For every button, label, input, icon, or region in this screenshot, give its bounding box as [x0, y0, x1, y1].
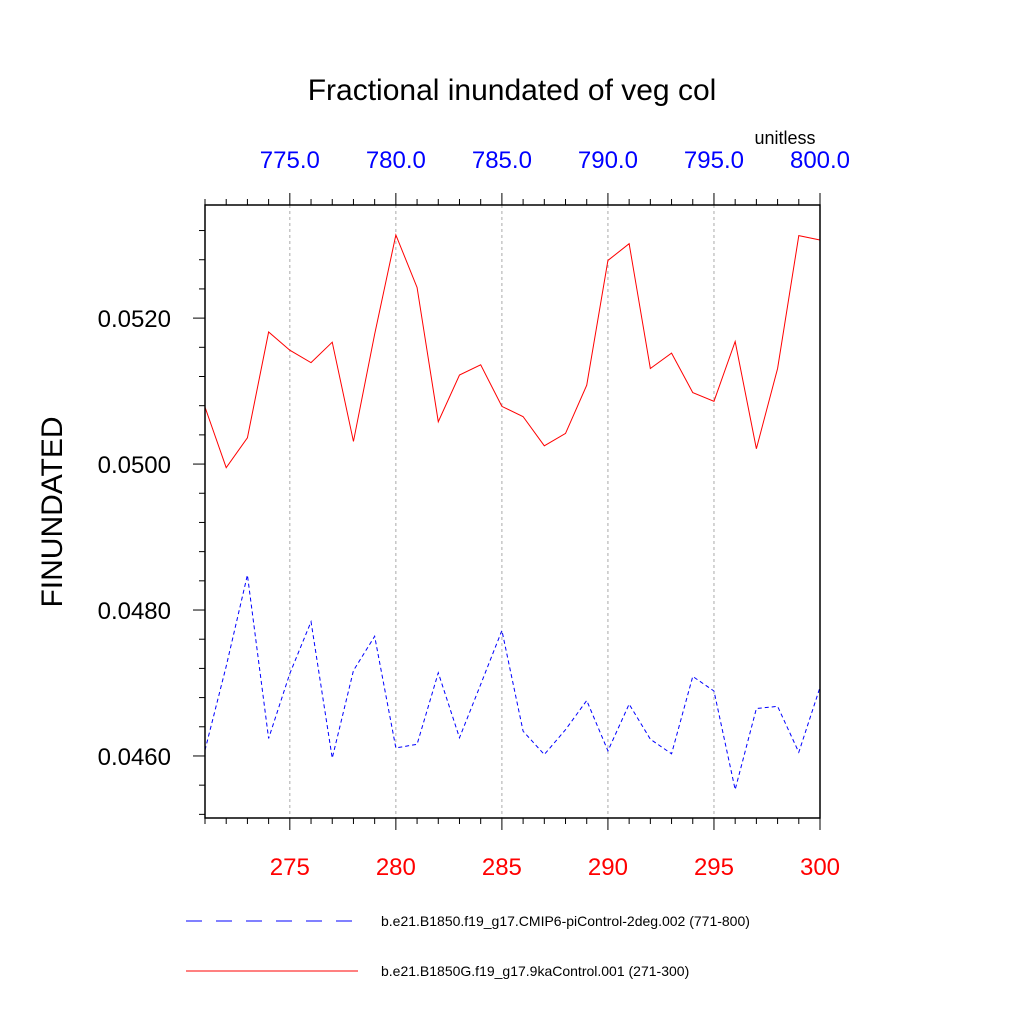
y-tick-label: 0.0480 — [98, 598, 171, 625]
x-bottom-tick-label: 275 — [270, 854, 310, 881]
grid-lines — [289, 205, 715, 818]
legend-label-blue: b.e21.B1850.f19_g17.CMIP6-piControl-2deg… — [381, 913, 750, 929]
x-top-tick-label: 780.0 — [366, 147, 426, 174]
x-top-tick-label: 800.0 — [790, 147, 850, 174]
y-tick-label: 0.0500 — [98, 452, 171, 479]
x-top-tick-label: 795.0 — [684, 147, 744, 174]
x-top-tick-label: 785.0 — [472, 147, 532, 174]
legend: b.e21.B1850.f19_g17.CMIP6-piControl-2deg… — [186, 913, 750, 979]
x-bottom-tick-label: 295 — [694, 854, 734, 881]
series-line-blue — [204, 574, 821, 790]
legend-label-red: b.e21.B1850G.f19_g17.9kaControl.001 (271… — [381, 963, 689, 979]
units-label: unitless — [754, 128, 815, 148]
x-top-tick-label: 775.0 — [260, 147, 320, 174]
x-top-tick-label: 790.0 — [578, 147, 638, 174]
tick-labels: 275 280 285 290 295 300 775.0 780.0 785.0 790.0 79… — [98, 147, 850, 881]
plot-frame — [204, 204, 821, 819]
y-axis-label: FINUNDATED — [36, 416, 69, 607]
x-bottom-tick-label: 285 — [482, 854, 522, 881]
series-layer — [204, 233, 821, 790]
chart-title: Fractional inundated of veg col — [308, 74, 717, 107]
series-line-red — [204, 233, 821, 469]
x-bottom-tick-label: 280 — [376, 854, 416, 881]
x-bottom-tick-label: 300 — [800, 854, 840, 881]
axes — [193, 193, 821, 830]
x-bottom-tick-label: 290 — [588, 854, 628, 881]
y-tick-label: 0.0460 — [98, 744, 171, 771]
y-tick-label: 0.0520 — [98, 306, 171, 333]
